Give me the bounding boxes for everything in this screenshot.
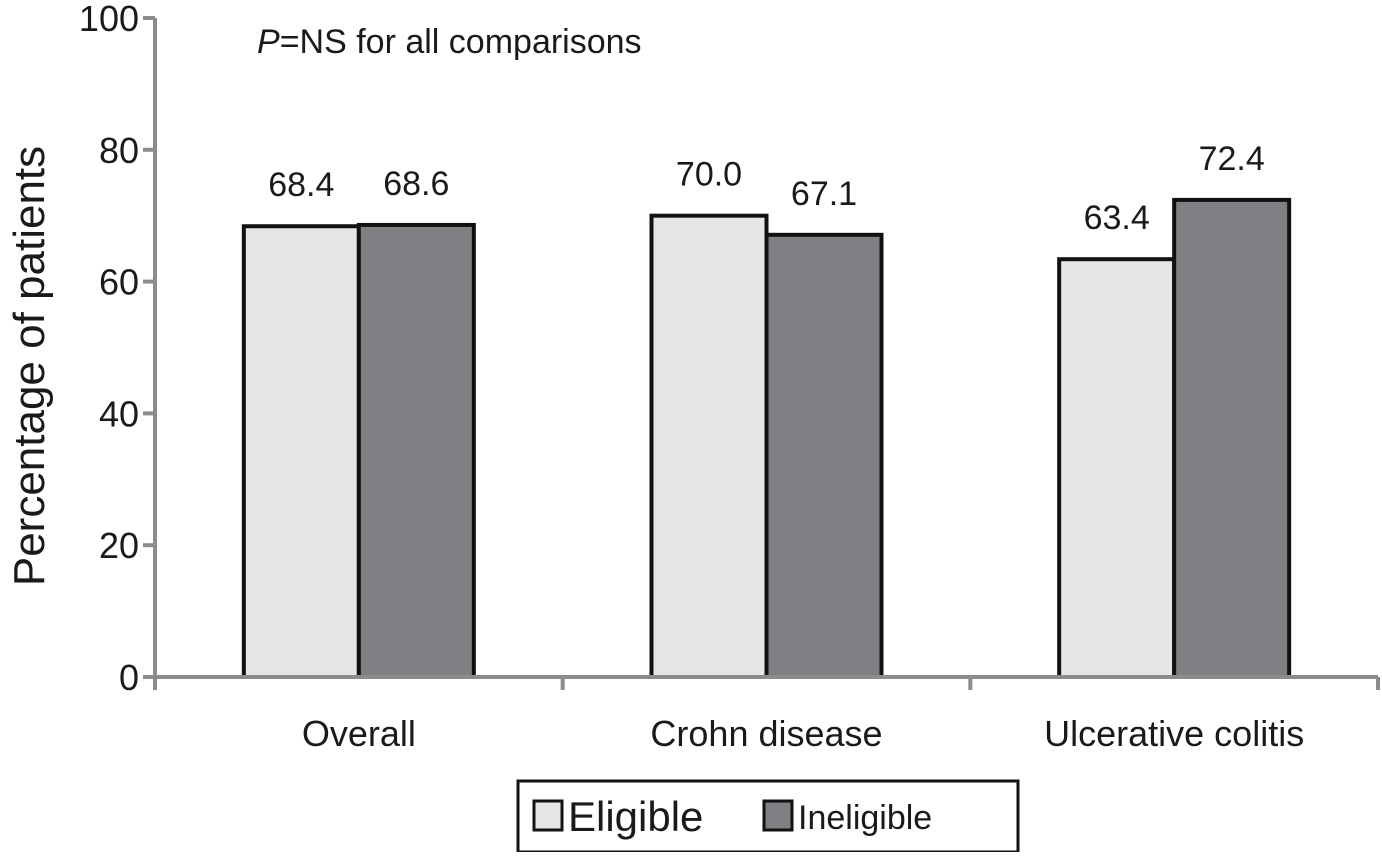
legend-swatch-eligible (532, 799, 564, 832)
data-label-eligible-crohn-disease: 70.0 (676, 156, 742, 194)
bar-eligible-ulcerative-colitis (1057, 257, 1177, 679)
legend-label-eligible: Eligible (568, 793, 703, 840)
legend: Eligible Ineligible (516, 779, 1020, 854)
y-tick-label-20: 20 (99, 525, 139, 566)
legend-swatch-ineligible (762, 799, 794, 832)
data-label-eligible-ulcerative-colitis: 63.4 (1084, 199, 1150, 237)
y-tick-label-80: 80 (99, 130, 139, 171)
bar-ineligible-ulcerative-colitis (1172, 197, 1292, 679)
y-tick-label-100: 100 (79, 0, 139, 39)
y-tick-label-60: 60 (99, 262, 139, 303)
data-label-eligible-overall: 68.4 (268, 166, 334, 204)
data-label-ineligible-ulcerative-colitis: 72.4 (1199, 140, 1265, 178)
bars-layer (241, 197, 1292, 680)
x-tick-label-overall: Overall (302, 713, 416, 754)
annotation-rest: =NS for all comparisons (280, 23, 642, 61)
bar-eligible-crohn-disease (649, 213, 769, 679)
y-tick-label-40: 40 (99, 393, 139, 434)
bar-eligible-overall (241, 224, 361, 680)
data-label-ineligible-crohn-disease: 67.1 (791, 175, 857, 213)
x-tick-label-ulcerative-colitis: Ulcerative colitis (1044, 713, 1304, 754)
legend-label-ineligible: Ineligible (798, 799, 932, 837)
axes-layer: Overall Crohn disease Ulcerative colitis 0 2… (79, 0, 1380, 754)
significance-annotation: P=NS for all comparisons (257, 23, 642, 61)
bar-ineligible-crohn-disease (764, 232, 884, 679)
data-labels-layer: 68.4 68.6 70.0 67.1 63.4 72.4 (268, 140, 1265, 237)
data-label-ineligible-overall: 68.6 (383, 165, 449, 203)
bar-ineligible-overall (356, 222, 476, 679)
x-tick-label-crohn-disease: Crohn disease (650, 713, 882, 754)
y-axis-title: Percentage of patients (5, 146, 54, 586)
y-tick-label-0: 0 (119, 657, 139, 698)
annotation-italic: P (257, 23, 280, 61)
